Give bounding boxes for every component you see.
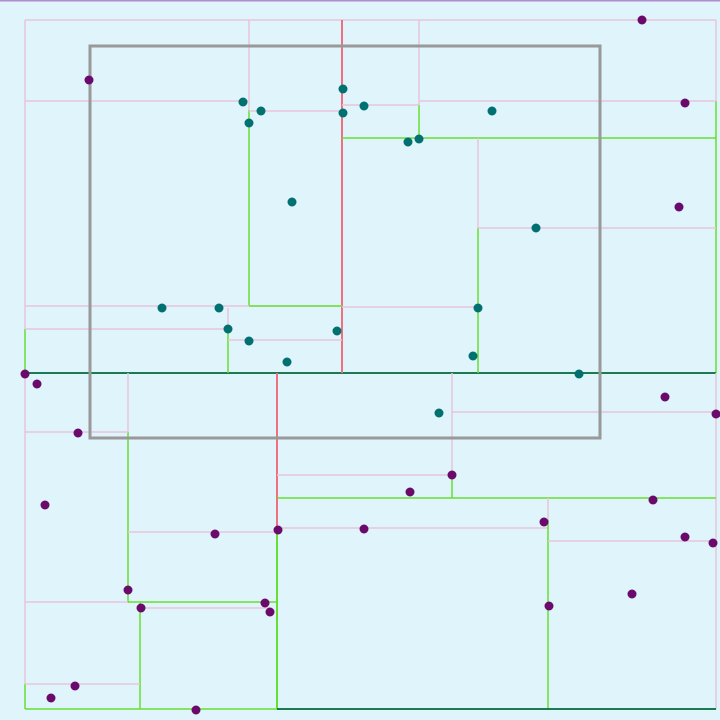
point-outside <box>20 369 30 379</box>
point-inside <box>214 303 224 313</box>
point-inside <box>574 369 584 379</box>
partition-lines <box>24 19 717 710</box>
point-outside <box>265 607 275 617</box>
point-outside <box>359 524 369 534</box>
point-inside <box>434 408 444 418</box>
point-outside <box>539 517 549 527</box>
point-inside <box>468 351 478 361</box>
point-inside <box>487 106 497 116</box>
point-inside <box>531 223 541 233</box>
points <box>20 15 720 715</box>
point-outside <box>708 538 718 548</box>
point-outside <box>637 15 647 25</box>
point-outside <box>648 495 658 505</box>
point-outside <box>46 693 56 703</box>
point-outside <box>627 589 637 599</box>
point-inside <box>332 326 342 336</box>
point-outside <box>544 601 554 611</box>
point-outside <box>40 500 50 510</box>
point-outside <box>191 705 201 715</box>
point-outside <box>674 202 684 212</box>
point-outside <box>680 98 690 108</box>
point-outside <box>447 470 457 480</box>
point-inside <box>244 336 254 346</box>
query-rectangle <box>88 44 602 440</box>
point-outside <box>32 379 42 389</box>
point-inside <box>414 134 424 144</box>
point-outside <box>73 428 83 438</box>
point-inside <box>256 106 266 116</box>
point-outside <box>711 409 720 419</box>
point-outside <box>660 392 670 402</box>
point-inside <box>359 101 369 111</box>
point-inside <box>223 324 233 334</box>
point-inside <box>338 108 348 118</box>
point-outside <box>680 532 690 542</box>
point-outside <box>84 75 94 85</box>
point-outside <box>273 525 283 535</box>
point-inside <box>287 197 297 207</box>
point-inside <box>282 357 292 367</box>
point-inside <box>403 137 413 147</box>
point-outside <box>210 529 220 539</box>
point-outside <box>136 603 146 613</box>
point-outside <box>123 585 133 595</box>
point-inside <box>157 303 167 313</box>
point-outside <box>70 681 80 691</box>
point-inside <box>338 84 348 94</box>
point-inside <box>473 303 483 313</box>
point-outside <box>405 487 415 497</box>
point-outside <box>260 598 270 608</box>
point-inside <box>238 97 248 107</box>
point-inside <box>244 118 254 128</box>
